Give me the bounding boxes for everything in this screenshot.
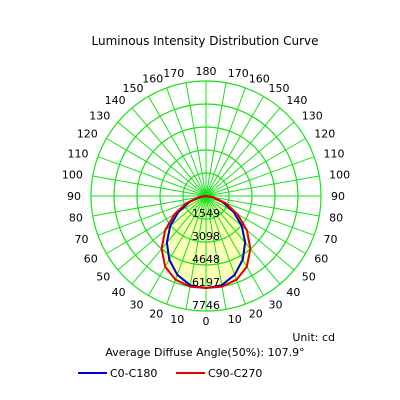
grid-spoke <box>205 195 295 271</box>
grid-spoke <box>148 195 207 296</box>
angle-tick-label: 160 <box>249 73 270 86</box>
grid-spoke <box>131 195 207 285</box>
grid-spoke <box>166 87 207 197</box>
grid-spoke <box>97 156 207 197</box>
chart-title: Luminous Intensity Distribution Curve <box>92 34 319 48</box>
angle-tick-label: 90 <box>67 190 81 203</box>
angle-tick-label: 20 <box>149 307 163 320</box>
angle-tick-label: 40 <box>112 286 126 299</box>
grid-spoke <box>205 87 246 197</box>
angle-tick-label: 140 <box>105 94 126 107</box>
grid-spoke <box>92 195 207 217</box>
ring-value-label: 6197 <box>192 276 220 289</box>
angle-tick-label: 80 <box>69 212 83 225</box>
grid-spoke <box>117 195 207 271</box>
grid-spoke <box>205 121 295 197</box>
grid-spoke <box>106 195 207 254</box>
grid-spoke <box>205 195 320 217</box>
legend-label-c90-c270: C90-C270 <box>208 367 262 380</box>
angle-tick-label: 180 <box>196 65 217 78</box>
angle-tick-label: 0 <box>203 315 210 328</box>
angle-tick-label: 110 <box>323 147 344 160</box>
grid-spoke <box>205 82 227 197</box>
angle-tick-label: 70 <box>323 233 337 246</box>
ring-value-label: 4648 <box>192 253 220 266</box>
angle-tick-label: 60 <box>314 253 328 266</box>
grid-spoke <box>166 195 207 305</box>
angle-tick-label: 30 <box>130 298 144 311</box>
legend: C0-C180 C90-C270 <box>78 367 262 380</box>
grid-spoke <box>205 195 264 296</box>
grid-spoke <box>205 175 320 197</box>
angle-tick-label: 160 <box>142 73 163 86</box>
angle-tick-label: 120 <box>314 128 335 141</box>
angle-tick-label: 40 <box>286 286 300 299</box>
grid-spoke <box>205 156 315 197</box>
angle-tick-label: 170 <box>228 67 249 80</box>
polar-grid <box>90 80 322 312</box>
grid-spoke <box>205 138 306 197</box>
average-angle-label: Average Diffuse Angle(50%): 107.9° <box>105 346 304 359</box>
angle-tick-label: 20 <box>249 307 263 320</box>
angle-tick-label: 130 <box>89 110 110 123</box>
grid-spoke <box>205 96 264 197</box>
grid-spoke <box>117 121 207 197</box>
grid-spoke <box>131 107 207 197</box>
angle-tick-label: 60 <box>84 253 98 266</box>
series-layer <box>160 195 252 290</box>
grid-spoke <box>205 195 246 305</box>
angle-tick-label: 10 <box>170 313 184 326</box>
angle-tick-label: 130 <box>302 110 323 123</box>
angle-tick-label: 30 <box>269 298 283 311</box>
angle-tick-label: 150 <box>123 82 144 95</box>
grid-spoke <box>106 138 207 197</box>
unit-label: Unit: cd <box>292 331 335 344</box>
angle-tick-label: 50 <box>96 270 110 283</box>
legend-label-c0-c180: C0-C180 <box>110 367 157 380</box>
grid-spoke <box>185 82 207 197</box>
grid-spoke <box>185 195 207 310</box>
angle-tick-label: 90 <box>331 190 345 203</box>
ring-labels: 1549 3098 4648 6197 7746 <box>192 207 220 312</box>
grid-spoke <box>148 96 207 197</box>
grid-spoke <box>92 175 207 197</box>
series-curve-c90-c270 <box>160 195 252 290</box>
angle-tick-label: 150 <box>269 82 290 95</box>
angle-tick-label: 120 <box>77 128 98 141</box>
angle-tick-label: 100 <box>62 168 83 181</box>
angle-tick-label: 10 <box>228 313 242 326</box>
ring-value-label: 7746 <box>192 299 220 312</box>
ring-value-label: 1549 <box>192 207 220 220</box>
angle-tick-label: 80 <box>329 212 343 225</box>
grid-spoke <box>205 195 281 285</box>
angle-tick-label: 140 <box>286 94 307 107</box>
angle-tick-label: 70 <box>75 233 89 246</box>
grid-spoke <box>205 195 227 310</box>
angle-tick-label: 100 <box>329 168 350 181</box>
grid-spoke <box>205 107 281 197</box>
grid-spoke <box>205 195 306 254</box>
angle-tick-label: 110 <box>68 147 89 160</box>
ring-value-label: 3098 <box>192 230 220 243</box>
angle-tick-label: 170 <box>163 67 184 80</box>
angle-tick-label: 50 <box>302 270 316 283</box>
